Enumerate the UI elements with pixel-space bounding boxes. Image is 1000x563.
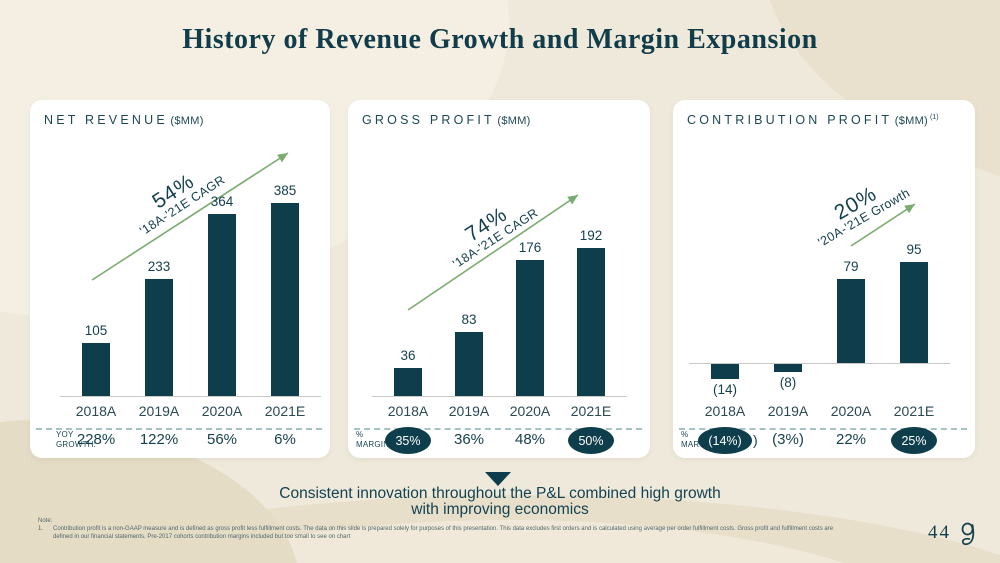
stat-value: (3%)	[772, 431, 804, 448]
bar-2021E	[271, 203, 299, 396]
stat-value: 6%	[274, 431, 296, 448]
bar-value-label: 105	[84, 323, 108, 338]
x-axis-line	[372, 396, 627, 397]
x-axis-label: 2018A	[75, 403, 117, 419]
brand-script-g-logo-icon	[961, 522, 975, 546]
stat-value: 22%	[835, 431, 867, 448]
note-label: Note:	[38, 518, 53, 524]
bar-value-label: 95	[906, 242, 922, 257]
bar-value-label: 79	[843, 259, 859, 274]
note-item-number: 1.	[38, 526, 44, 533]
stat-value-highlighted: 50%	[568, 427, 614, 454]
chart-title: GROSS PROFIT ($MM)	[362, 113, 531, 127]
stat-overflow-paren: )	[753, 432, 758, 448]
separator-dashed-line	[354, 428, 642, 430]
x-axis-label: 2021E	[570, 403, 612, 419]
stat-value: 56%	[206, 431, 238, 448]
bar-2018A	[711, 364, 739, 379]
bar-value-label: 192	[579, 228, 603, 243]
growth-arrow-icon	[850, 203, 916, 247]
bar-value-label: 233	[147, 259, 171, 274]
bar-value-label: 36	[400, 348, 416, 363]
bar-value-label: 364	[210, 194, 234, 209]
x-axis-label: 2019A	[448, 403, 490, 419]
x-axis-line	[689, 363, 950, 364]
x-axis-label: 2019A	[767, 403, 809, 419]
bar-value-label: (14)	[712, 382, 737, 397]
x-axis-label: 2018A	[387, 403, 429, 419]
x-axis-label: 2020A	[509, 403, 551, 419]
note-text-line-1: Contribution profit is a non-GAAP measur…	[53, 526, 834, 533]
bar-value-label: 176	[518, 240, 542, 255]
x-axis-line	[60, 396, 321, 397]
tagline-line-2: with improving economics	[411, 501, 589, 519]
footnote-block: Note: 1. Contribution profit is a non-GA…	[38, 517, 881, 541]
chart-card-gross-profit: GROSS PROFIT ($MM) 74% '18A-'21E CAGR 36 201…	[348, 100, 650, 458]
bar-2021E	[900, 262, 928, 363]
x-axis-label: 2021E	[264, 403, 306, 419]
bar-2018A	[394, 368, 422, 396]
growth-arrow-icon	[407, 194, 579, 311]
bar-2019A	[455, 332, 483, 396]
x-axis-label: 2020A	[830, 403, 872, 419]
x-axis-label: 2019A	[138, 403, 180, 419]
bar-2019A	[145, 279, 173, 396]
stat-value: 36%	[453, 431, 485, 448]
bar-2020A	[208, 214, 236, 396]
tagline: Consistent innovation throughout the P&L…	[0, 485, 1000, 519]
bar-2019A	[774, 364, 802, 372]
chart-card-contribution-profit: CONTRIBUTION PROFIT ($MM) (1) 20% '20A-'21…	[673, 100, 975, 458]
x-axis-label: 2018A	[704, 403, 746, 419]
x-axis-label: 2021E	[893, 403, 935, 419]
page-number: 44	[928, 522, 951, 543]
stat-value: 48%	[514, 431, 546, 448]
stat-row-label: YOY GROWTH:	[56, 430, 97, 449]
bar-2021E	[577, 248, 605, 396]
bar-2020A	[516, 260, 544, 396]
stat-value: 122%	[139, 431, 179, 448]
stat-value-highlighted: 35%	[385, 427, 431, 454]
stat-value-highlighted: 25%	[891, 427, 937, 454]
separator-dashed-line	[679, 428, 967, 430]
slide-title: History of Revenue Growth and Margin Exp…	[182, 24, 818, 55]
bar-2020A	[837, 279, 865, 363]
bar-value-label: 83	[461, 312, 477, 327]
chart-title: CONTRIBUTION PROFIT ($MM) (1)	[687, 113, 939, 127]
bar-2018A	[82, 343, 110, 396]
note-text-line-2: defined in our financial statements. Pre…	[53, 534, 351, 541]
growth-arrow-icon	[91, 152, 289, 281]
stat-row-label: %MARGIN:	[356, 430, 392, 449]
stat-value: 228%	[76, 431, 116, 448]
x-axis-label: 2020A	[201, 403, 243, 419]
bar-value-label: 385	[273, 183, 297, 198]
separator-dashed-line	[36, 428, 322, 430]
chart-title: NET REVENUE ($MM)	[44, 113, 204, 127]
stat-value-highlighted: (14%)	[698, 427, 752, 454]
chart-card-net-revenue: NET REVENUE ($MM) 54% '18A-'21E CAGR 105 201…	[30, 100, 330, 458]
down-arrow-icon	[485, 472, 511, 486]
tagline-line-1: Consistent innovation throughout the P&L…	[279, 485, 721, 502]
bar-value-label: (8)	[779, 375, 797, 390]
